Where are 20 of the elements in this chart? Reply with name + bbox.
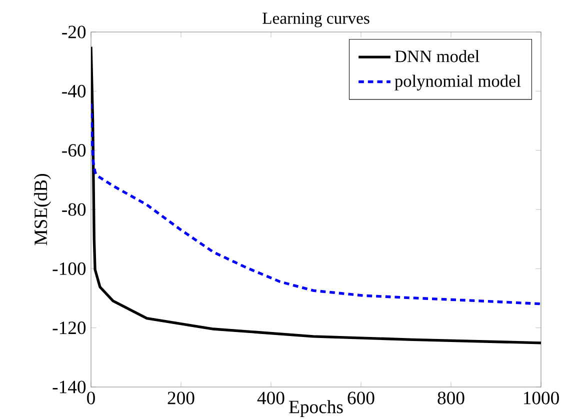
y-tick-label: -80 [62, 203, 86, 216]
x-tick-label: 400 [257, 392, 284, 404]
legend-label: DNN model [394, 50, 480, 62]
chart-title: Learning curves [262, 12, 370, 28]
x-tick-label: 1000 [524, 392, 559, 404]
y-tick-label: -120 [52, 322, 86, 334]
y-axis-title: MSE(dB) [34, 174, 51, 246]
x-axis-title: Epochs [289, 400, 343, 418]
y-tick-label: -20 [62, 26, 86, 38]
legend-label: polynomial model [394, 74, 521, 90]
x-tick-label: 200 [168, 392, 194, 404]
line-series [91, 45, 541, 344]
x-tick-label: 600 [348, 392, 374, 404]
x-tick-label: 800 [438, 392, 464, 404]
x-tick-label: 0 [87, 392, 95, 404]
y-tick-label: -100 [52, 262, 86, 275]
y-tick-label: -140 [52, 380, 86, 394]
y-tick-label: -60 [62, 144, 86, 157]
line-series [91, 102, 541, 306]
y-tick-label: -40 [62, 84, 86, 98]
